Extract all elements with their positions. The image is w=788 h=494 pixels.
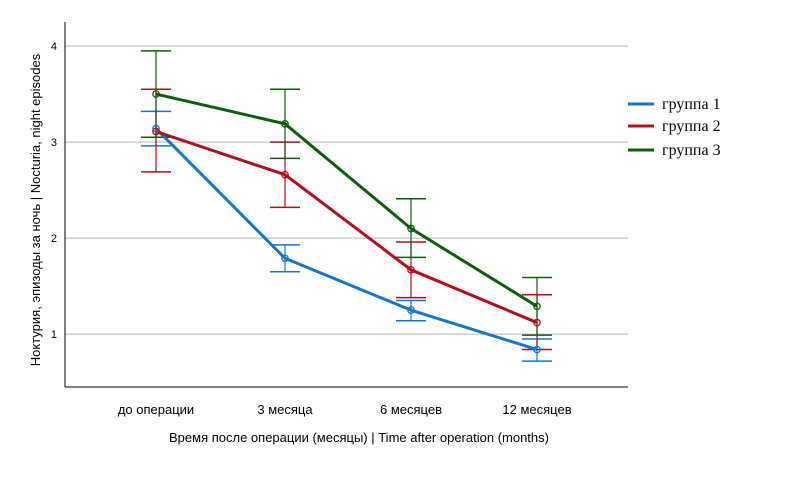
data-point (533, 302, 541, 311)
axes (64, 22, 628, 388)
series-line (154, 127, 538, 351)
data-point (152, 124, 160, 133)
y-tick-label: 1 (51, 329, 57, 341)
data-point (281, 254, 289, 263)
legend-label: группа 2 (662, 118, 721, 135)
y-tick-label: 4 (51, 41, 57, 53)
x-tick-label: до операции (118, 402, 194, 417)
x-axis-title: Время после операции (месяцы) | Time aft… (169, 430, 549, 445)
y-tick-labels: 1 2 3 4 (51, 41, 57, 341)
y-tick-label: 2 (51, 233, 57, 245)
data-points (152, 90, 541, 354)
series-line (155, 130, 538, 325)
series-lines (154, 92, 538, 351)
y-axis-title: Ноктурия, эпизоды за ночь | Nocturia, ni… (28, 53, 43, 366)
x-tick-label: 3 месяца (257, 402, 313, 417)
error-bars (141, 50, 552, 362)
series-line (155, 92, 538, 308)
data-point (533, 318, 541, 327)
data-point (407, 306, 415, 315)
y-tick-label: 3 (51, 137, 57, 149)
data-point (407, 265, 415, 274)
data-point (281, 170, 289, 179)
x-tick-labels: до операции 3 месяца 6 месяцев 12 месяцев (118, 402, 572, 417)
data-point (281, 119, 289, 128)
data-point (407, 224, 415, 233)
x-tick-label: 6 месяцев (380, 402, 442, 417)
data-point (152, 127, 160, 136)
grid-lines (65, 45, 628, 335)
data-point (152, 90, 160, 98)
legend-label: группа 1 (662, 96, 721, 113)
legend-label: группа 3 (662, 142, 721, 159)
data-point (533, 345, 541, 354)
legend: группа 1 группа 2 группа 3 (628, 96, 721, 159)
x-tick-label: 12 месяцев (502, 402, 571, 417)
